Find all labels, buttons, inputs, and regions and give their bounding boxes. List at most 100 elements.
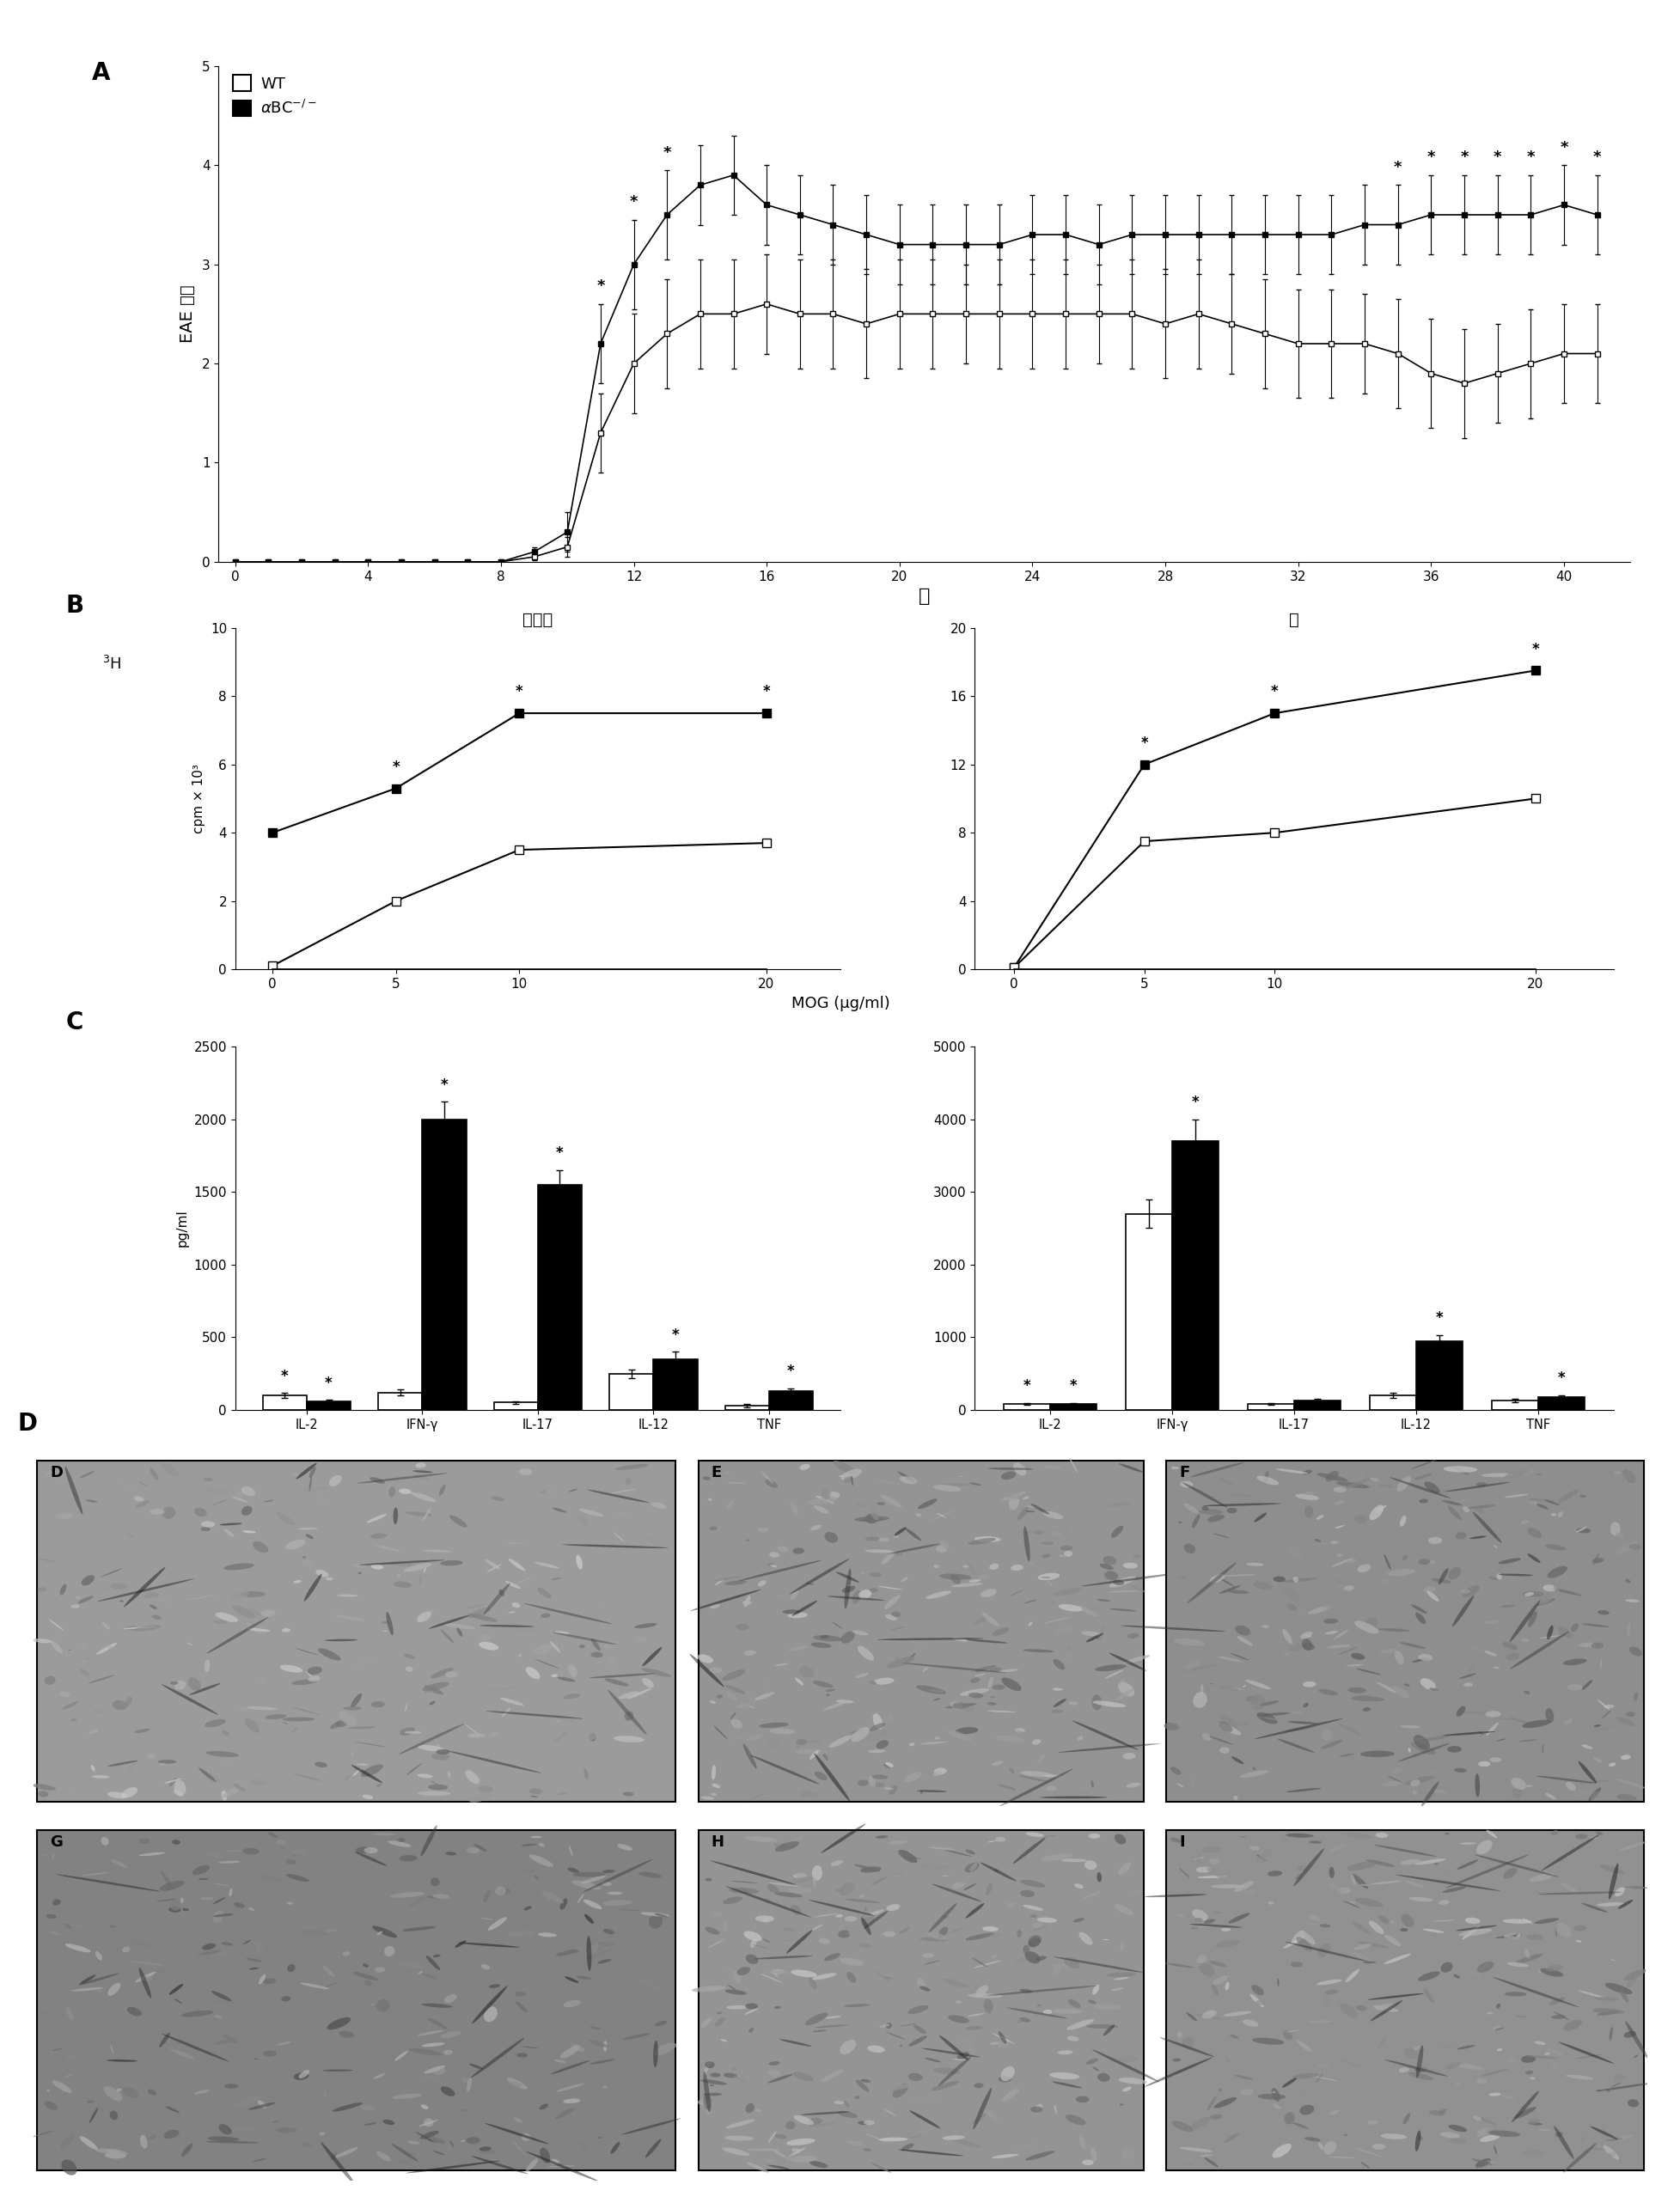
Ellipse shape xyxy=(1339,2003,1357,2018)
Ellipse shape xyxy=(1317,2144,1324,2150)
Ellipse shape xyxy=(1052,1531,1062,1535)
Ellipse shape xyxy=(1082,2159,1094,2166)
Ellipse shape xyxy=(1420,1833,1425,1835)
Ellipse shape xyxy=(892,2084,907,2097)
Ellipse shape xyxy=(260,1610,276,1617)
Ellipse shape xyxy=(971,1958,988,1967)
Ellipse shape xyxy=(1250,1694,1265,1710)
Ellipse shape xyxy=(514,1992,526,1996)
Ellipse shape xyxy=(1013,1463,1026,1476)
Ellipse shape xyxy=(1551,1513,1556,1516)
Ellipse shape xyxy=(1438,1899,1448,1906)
Ellipse shape xyxy=(418,2119,437,2126)
Text: *: * xyxy=(672,1326,679,1342)
Ellipse shape xyxy=(827,1491,840,1498)
Ellipse shape xyxy=(1000,1491,1026,1500)
Ellipse shape xyxy=(1220,1928,1230,1932)
Ellipse shape xyxy=(847,1972,855,1983)
Ellipse shape xyxy=(1001,1472,1015,1480)
Ellipse shape xyxy=(946,1729,971,1740)
Ellipse shape xyxy=(1495,2049,1502,2051)
Ellipse shape xyxy=(603,2086,606,2088)
Ellipse shape xyxy=(897,2150,963,2157)
Ellipse shape xyxy=(148,1754,155,1758)
Ellipse shape xyxy=(869,1588,877,1593)
Bar xyxy=(422,1119,465,1410)
Ellipse shape xyxy=(709,1701,716,1703)
Ellipse shape xyxy=(823,1954,840,1961)
Ellipse shape xyxy=(808,1976,816,1989)
Ellipse shape xyxy=(1483,1619,1497,1624)
Ellipse shape xyxy=(1326,1472,1337,1480)
Ellipse shape xyxy=(1001,2088,1018,2102)
Ellipse shape xyxy=(1591,1643,1603,1648)
Ellipse shape xyxy=(1485,1723,1499,1736)
Ellipse shape xyxy=(1462,1586,1478,1597)
Ellipse shape xyxy=(1421,1928,1443,1932)
Ellipse shape xyxy=(1127,1632,1139,1639)
Ellipse shape xyxy=(845,1899,880,1903)
Ellipse shape xyxy=(586,1941,605,1952)
Ellipse shape xyxy=(1023,1496,1028,1500)
Ellipse shape xyxy=(991,2033,1015,2044)
Ellipse shape xyxy=(857,1780,869,1787)
Ellipse shape xyxy=(1001,1676,1021,1692)
Ellipse shape xyxy=(1053,1956,1144,1972)
Ellipse shape xyxy=(790,2155,816,2163)
Ellipse shape xyxy=(1050,1710,1063,1714)
Ellipse shape xyxy=(741,1888,748,1892)
Ellipse shape xyxy=(1534,2040,1546,2044)
Ellipse shape xyxy=(638,1873,662,1877)
Ellipse shape xyxy=(1369,1478,1378,1480)
Ellipse shape xyxy=(1233,2075,1253,2080)
Ellipse shape xyxy=(139,1967,151,1998)
Ellipse shape xyxy=(497,1888,511,1895)
Text: F: F xyxy=(1179,1465,1189,1480)
Ellipse shape xyxy=(754,1914,774,1921)
Ellipse shape xyxy=(203,1851,223,1859)
Ellipse shape xyxy=(726,2005,748,2009)
Ellipse shape xyxy=(44,1676,55,1685)
Ellipse shape xyxy=(869,1507,879,1520)
Text: D: D xyxy=(50,1465,62,1480)
Ellipse shape xyxy=(1514,1954,1542,1965)
Ellipse shape xyxy=(1581,1624,1608,1628)
Ellipse shape xyxy=(440,1630,455,1643)
Ellipse shape xyxy=(1257,1712,1277,1725)
Ellipse shape xyxy=(1458,1928,1492,1936)
Ellipse shape xyxy=(123,1939,156,1947)
Ellipse shape xyxy=(1525,1784,1532,1787)
Ellipse shape xyxy=(437,1745,440,1747)
Text: *: * xyxy=(440,1077,449,1093)
Bar xyxy=(1166,1831,1643,2170)
Ellipse shape xyxy=(944,1703,976,1707)
Bar xyxy=(654,1359,697,1410)
Ellipse shape xyxy=(1334,1630,1347,1639)
Ellipse shape xyxy=(292,1851,306,1853)
Ellipse shape xyxy=(586,1489,648,1502)
Ellipse shape xyxy=(864,1908,867,1910)
Ellipse shape xyxy=(1366,1588,1373,1593)
Ellipse shape xyxy=(1396,1476,1410,1491)
Ellipse shape xyxy=(1614,1888,1625,1897)
Ellipse shape xyxy=(1483,1650,1495,1657)
Ellipse shape xyxy=(860,1866,880,1873)
Ellipse shape xyxy=(791,1969,816,1978)
Ellipse shape xyxy=(59,1478,79,1483)
Ellipse shape xyxy=(1601,1710,1611,1718)
Ellipse shape xyxy=(307,1676,321,1681)
Ellipse shape xyxy=(249,2102,276,2110)
Ellipse shape xyxy=(586,1936,591,1972)
Ellipse shape xyxy=(1438,2108,1446,2115)
Ellipse shape xyxy=(605,1679,628,1685)
Ellipse shape xyxy=(1494,2146,1497,2155)
Ellipse shape xyxy=(763,1972,795,1974)
Ellipse shape xyxy=(743,1602,751,1606)
Ellipse shape xyxy=(1189,1925,1198,1930)
Ellipse shape xyxy=(1245,1562,1263,1566)
Ellipse shape xyxy=(1171,1467,1178,1469)
Ellipse shape xyxy=(361,2106,375,2110)
Ellipse shape xyxy=(365,1980,371,1985)
Ellipse shape xyxy=(60,1692,71,1696)
Ellipse shape xyxy=(319,2133,324,2135)
